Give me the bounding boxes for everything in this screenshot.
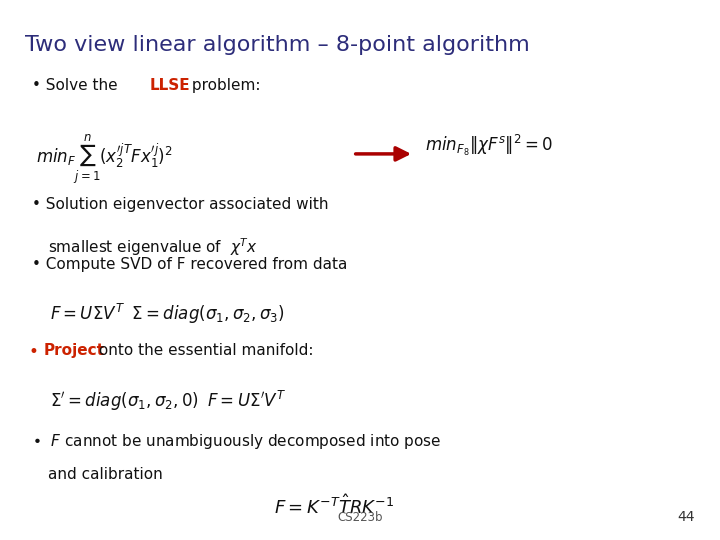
Text: $min_F \sum_{j=1}^{n}(x_2^{\prime jT}Fx_1^{\prime j})^2$: $min_F \sum_{j=1}^{n}(x_2^{\prime jT}Fx_… <box>36 132 173 186</box>
Text: LLSE: LLSE <box>150 78 190 93</box>
Text: $F = U\Sigma V^T \;\; \Sigma = diag(\sigma_1, \sigma_2, \sigma_3)$: $F = U\Sigma V^T \;\; \Sigma = diag(\sig… <box>50 302 285 327</box>
Text: $\Sigma^{\prime} = diag(\sigma_1, \sigma_2, 0) \;\; F = U\Sigma^{\prime}V^T$: $\Sigma^{\prime} = diag(\sigma_1, \sigma… <box>50 389 287 413</box>
Text: • Solve the: • Solve the <box>32 78 123 93</box>
Text: Project: Project <box>43 343 104 358</box>
Text: 44: 44 <box>678 510 695 524</box>
Text: •  $F$ cannot be unambiguously decomposed into pose: • $F$ cannot be unambiguously decomposed… <box>32 432 442 451</box>
Text: • Compute SVD of F recovered from data: • Compute SVD of F recovered from data <box>32 256 348 272</box>
Text: and calibration: and calibration <box>48 467 163 482</box>
Text: $min_{F_8}\|\chi F^s\|^2 = 0$: $min_{F_8}\|\chi F^s\|^2 = 0$ <box>425 132 553 158</box>
Text: CS223b: CS223b <box>337 511 383 524</box>
Text: $F = K^{-T}\hat{T}RK^{-1}$: $F = K^{-T}\hat{T}RK^{-1}$ <box>274 494 394 518</box>
Text: problem:: problem: <box>187 78 261 93</box>
Text: Two view linear algorithm – 8-point algorithm: Two view linear algorithm – 8-point algo… <box>25 35 530 55</box>
Text: •: • <box>29 343 39 361</box>
Text: smallest eigenvalue of  $\chi^T x$: smallest eigenvalue of $\chi^T x$ <box>48 236 258 258</box>
Text: onto the essential manifold:: onto the essential manifold: <box>94 343 313 358</box>
Text: • Solution eigenvector associated with: • Solution eigenvector associated with <box>32 197 329 212</box>
